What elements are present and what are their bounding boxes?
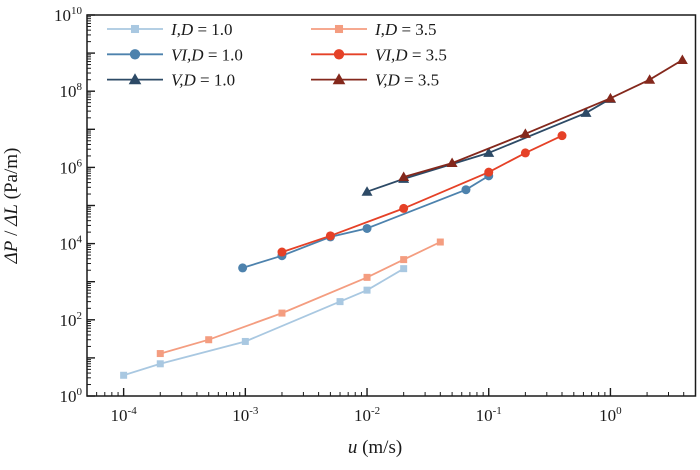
- svg-text:10-1: 10-1: [476, 405, 502, 425]
- x-tick-labels: 10-4 10-3 10-2 10-1 100: [111, 405, 623, 425]
- legend-label: V,D = 1.0: [171, 71, 235, 90]
- legend-entry-I-D-1.0: I,D = 1.0: [107, 20, 233, 39]
- svg-text:1010: 1010: [54, 5, 83, 25]
- legend: I,D = 1.0 VI,D = 1.0 V,D = 1.0 I,D = 3.5 VI,…: [107, 20, 447, 90]
- y-axis-label: ΔP / ΔL (Pa/m): [1, 148, 22, 265]
- x-axis-label: u (m/s): [348, 437, 402, 458]
- legend-entry-I-D-3.5: I,D = 3.5: [311, 20, 437, 39]
- svg-text:10-3: 10-3: [232, 405, 259, 425]
- svg-text:100: 100: [60, 386, 83, 406]
- legend-entry-VI-D-1.0: VI,D = 1.0: [107, 45, 243, 64]
- svg-text:104: 104: [60, 234, 83, 254]
- legend-label: I,D = 3.5: [374, 20, 437, 39]
- svg-text:10-4: 10-4: [111, 405, 138, 425]
- svg-text:102: 102: [60, 310, 83, 330]
- svg-text:100: 100: [599, 405, 622, 425]
- series-VI-D-3.5: [277, 131, 567, 257]
- svg-text:108: 108: [60, 81, 83, 101]
- legend-entry-V-D-3.5: V,D = 3.5: [311, 71, 439, 90]
- series-I-D-1.0: [120, 265, 408, 379]
- legend-label: I,D = 1.0: [170, 20, 233, 39]
- plot-frame: [86, 14, 697, 397]
- legend-label: V,D = 3.5: [375, 71, 439, 90]
- svg-text:106: 106: [60, 157, 83, 177]
- legend-entry-VI-D-3.5: VI,D = 3.5: [311, 45, 447, 64]
- y-tick-labels: 100 102 104 106 108 1010: [54, 5, 83, 406]
- series-I-D-3.5: [156, 238, 444, 358]
- legend-label: VI,D = 1.0: [171, 45, 243, 64]
- legend-entry-V-D-1.0: V,D = 1.0: [107, 71, 235, 90]
- series-V-D-3.5: [398, 54, 688, 181]
- svg-text:10-2: 10-2: [354, 405, 380, 425]
- legend-label: VI,D = 3.5: [375, 45, 447, 64]
